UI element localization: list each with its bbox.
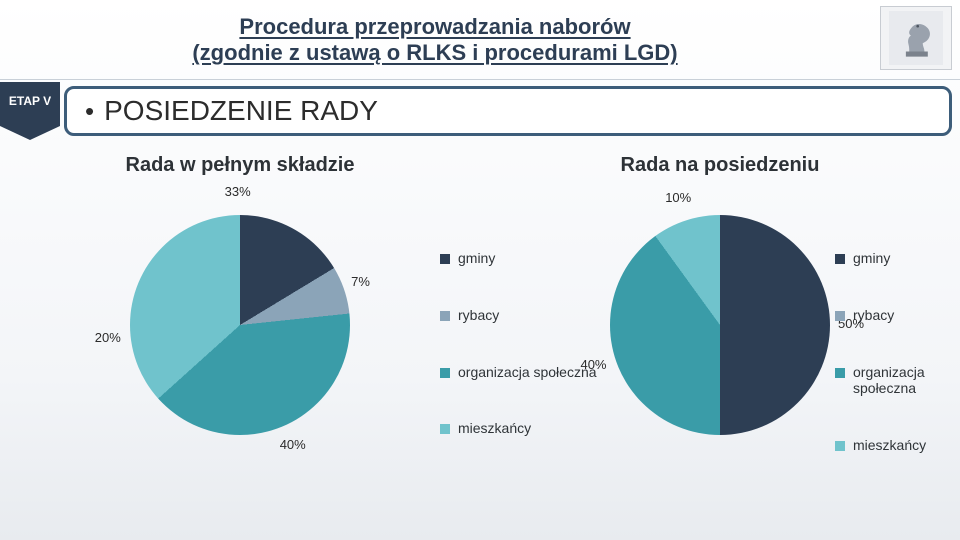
legend-item: rybacy <box>835 307 960 324</box>
stage-body: • POSIEDZENIE RADY <box>64 86 952 136</box>
stage-row: ETAP V • POSIEDZENIE RADY <box>0 82 960 140</box>
legend-swatch <box>835 311 845 321</box>
stage-tab-label: ETAP V <box>0 94 60 108</box>
title-wrap: Procedura przeprowadzania naborów (zgodn… <box>0 14 870 66</box>
chart-col-left: Rada w pełnym składzie 33%7%40%20% gminy… <box>0 140 480 532</box>
chart-col-right: Rada na posiedzeniu 50%40%10% gminy rybac… <box>480 140 960 532</box>
stage-heading: POSIEDZENIE RADY <box>104 95 378 127</box>
chart-right-title: Rada na posiedzeniu <box>621 154 820 177</box>
slice-label: 40% <box>580 357 606 372</box>
legend-label: rybacy <box>853 307 894 324</box>
title-line-1: Procedura przeprowadzania naborów <box>0 14 870 40</box>
slice-label: 33% <box>225 184 251 199</box>
title-bar: Procedura przeprowadzania naborów (zgodn… <box>0 0 960 80</box>
legend-swatch <box>440 368 450 378</box>
logo-chess <box>880 6 952 70</box>
stage-bullet-icon: • <box>85 98 94 124</box>
pie-left-disk <box>130 215 350 435</box>
stage-tab: ETAP V <box>0 82 60 140</box>
slice-label: 40% <box>280 437 306 452</box>
legend-label: mieszkańcy <box>853 437 926 454</box>
charts-area: Rada w pełnym składzie 33%7%40%20% gminy… <box>0 140 960 532</box>
legend-swatch <box>440 424 450 434</box>
legend-item: gminy <box>835 250 960 267</box>
legend-swatch <box>440 254 450 264</box>
chart-left-pie: 33%7%40%20% <box>130 215 350 435</box>
pie-right-disk <box>610 215 830 435</box>
slice-label: 7% <box>351 274 370 289</box>
chart-right-legend: gminy rybacy organizacja społeczna mieszkań… <box>835 250 960 454</box>
legend-swatch <box>835 368 845 378</box>
legend-swatch <box>835 254 845 264</box>
legend-label: gminy <box>853 250 890 267</box>
chess-knight-icon <box>889 11 943 65</box>
chart-left-title: Rada w pełnym składzie <box>126 154 355 177</box>
title-line-2: (zgodnie z ustawą o RLKS i procedurami L… <box>0 40 870 66</box>
chart-right-pie: 50%40%10% <box>610 215 830 435</box>
legend-swatch <box>835 441 845 451</box>
slice-label: 20% <box>95 330 121 345</box>
legend-label: organizacja społeczna <box>853 364 960 398</box>
slide-root: Procedura przeprowadzania naborów (zgodn… <box>0 0 960 540</box>
slice-label: 10% <box>665 190 691 205</box>
legend-item: mieszkańcy <box>835 437 960 454</box>
legend-item: organizacja społeczna <box>835 364 960 398</box>
legend-swatch <box>440 311 450 321</box>
